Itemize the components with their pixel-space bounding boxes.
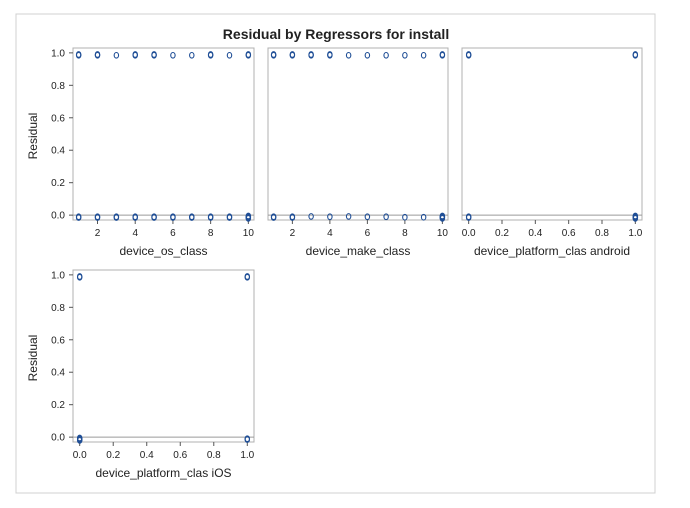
y-tick-label: 0.2 <box>51 178 65 189</box>
plot-area <box>461 47 643 221</box>
plot-area <box>72 47 255 221</box>
data-point <box>244 436 251 443</box>
x-tick-label: 1.0 <box>240 450 254 461</box>
data-point <box>170 51 176 59</box>
data-point <box>76 437 83 444</box>
data-point <box>308 51 314 59</box>
x-tick-label: 0.6 <box>562 228 576 239</box>
y-axis-label: Residual <box>26 113 40 160</box>
y-tick-label: 0.0 <box>51 433 65 444</box>
data-point <box>244 273 251 281</box>
figure-title: Residual by Regressors for install <box>223 26 449 42</box>
data-point <box>189 51 195 59</box>
x-axis-label: device_os_class <box>119 244 207 258</box>
data-point <box>226 51 233 59</box>
panel-2: 2 4 6 8 10 device_make_class <box>267 47 449 258</box>
data-point <box>113 214 120 221</box>
data-point <box>270 214 277 221</box>
x-axis-label: device_platform_clas android <box>474 244 630 258</box>
data-point <box>632 215 639 222</box>
data-point <box>439 51 446 59</box>
x-tick-label: 2 <box>290 228 296 239</box>
data-point <box>308 213 314 220</box>
data-point <box>345 51 352 59</box>
y-tick-label: 0.4 <box>51 146 65 157</box>
data-point <box>465 214 472 221</box>
data-point <box>113 51 120 59</box>
x-tick-label: 1.0 <box>628 228 642 239</box>
x-tick-label: 0.2 <box>106 450 120 461</box>
data-point <box>151 51 157 59</box>
data-point <box>402 51 408 59</box>
data-point <box>327 213 333 221</box>
data-point <box>289 51 296 59</box>
panels: 2 4 6 8 10 0.0 0.2 0.4 0.6 0.8 1.0 device_os_class R… <box>26 47 643 480</box>
data-point <box>170 214 176 221</box>
data-point <box>94 51 101 59</box>
x-tick-label: 0.2 <box>495 228 509 239</box>
data-point <box>226 214 233 221</box>
data-point <box>245 215 252 222</box>
y-tick-label: 0.8 <box>51 303 65 314</box>
data-point <box>439 215 446 222</box>
data-point <box>270 51 277 59</box>
data-point <box>345 213 352 220</box>
y-tick-label: 1.0 <box>51 48 65 59</box>
data-point <box>383 213 389 221</box>
data-point <box>132 51 138 59</box>
x-tick-label: 0.0 <box>73 450 87 461</box>
x-tick-label: 0.0 <box>462 228 476 239</box>
data-point <box>383 51 389 59</box>
y-tick-label: 0.2 <box>51 400 65 411</box>
x-tick-label: 4 <box>132 228 138 239</box>
data-point <box>364 213 371 221</box>
x-tick-label: 2 <box>95 228 101 239</box>
data-point <box>151 214 157 221</box>
data-point <box>632 51 639 59</box>
data-point <box>420 213 427 221</box>
x-tick-label: 0.4 <box>528 228 542 239</box>
data-point <box>465 51 472 59</box>
data-point <box>402 213 408 221</box>
data-point <box>132 214 138 221</box>
x-tick-label: 0.4 <box>140 450 154 461</box>
data-point <box>207 214 214 221</box>
data-point <box>76 273 83 281</box>
x-tick-label: 8 <box>208 228 214 239</box>
y-tick-label: 0.8 <box>51 81 65 92</box>
y-tick-label: 1.0 <box>51 270 65 281</box>
x-axis-label: device_make_class <box>306 244 411 258</box>
x-tick-label: 6 <box>170 228 176 239</box>
y-tick-label: 0.6 <box>51 113 65 124</box>
x-tick-label: 0.6 <box>173 450 187 461</box>
x-tick-label: 10 <box>243 228 255 239</box>
data-point <box>289 214 296 221</box>
data-point <box>420 51 427 59</box>
y-tick-label: 0.0 <box>51 211 65 222</box>
data-point <box>364 51 371 59</box>
y-tick-label: 0.4 <box>51 368 65 379</box>
x-tick-label: 4 <box>327 228 333 239</box>
x-tick-label: 8 <box>402 228 408 239</box>
panel-4: 0.0 0.2 0.4 0.6 0.8 1.0 0.0 0.2 0.4 0.6 0.8 1.0 devi… <box>26 269 255 480</box>
data-point <box>75 214 82 221</box>
x-tick-label: 6 <box>365 228 371 239</box>
plot-area <box>72 269 255 443</box>
data-point <box>189 214 195 221</box>
data-point <box>75 51 82 59</box>
x-tick-label: 0.8 <box>595 228 609 239</box>
x-tick-label: 0.8 <box>207 450 221 461</box>
data-point <box>94 214 101 221</box>
panel-3: 0.0 0.2 0.4 0.6 0.8 1.0 device_platform_clas a… <box>461 47 643 258</box>
panel-1: 2 4 6 8 10 0.0 0.2 0.4 0.6 0.8 1.0 device_os_class R… <box>26 47 255 258</box>
data-point <box>207 51 214 59</box>
data-point <box>327 51 333 59</box>
x-tick-label: 10 <box>437 228 449 239</box>
y-tick-label: 0.6 <box>51 335 65 346</box>
plot-area <box>267 47 449 221</box>
data-point <box>245 51 252 59</box>
x-axis-label: device_platform_clas iOS <box>95 466 231 480</box>
y-axis-label: Residual <box>26 335 40 382</box>
